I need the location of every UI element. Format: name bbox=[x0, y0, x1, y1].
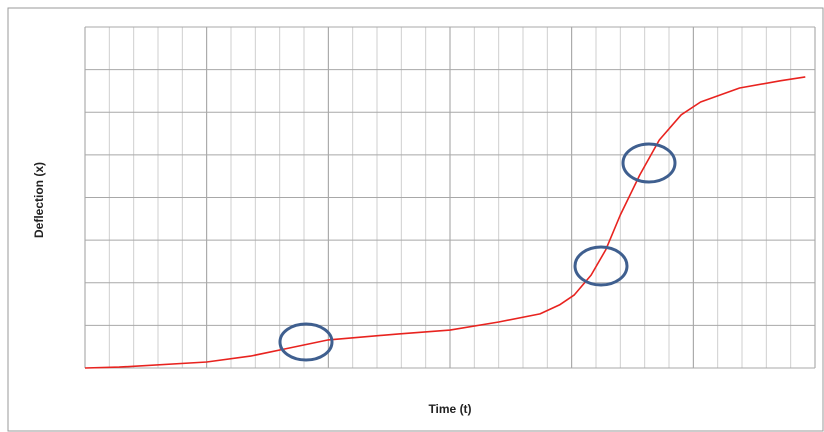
data-line bbox=[84, 76, 806, 369]
grid bbox=[84, 26, 816, 369]
highlight-ellipse bbox=[621, 142, 677, 184]
annotations bbox=[278, 142, 677, 362]
plot bbox=[84, 76, 806, 369]
highlight-ellipse bbox=[573, 245, 629, 287]
y-axis-label: Deflection (x) bbox=[32, 162, 46, 238]
chart-frame bbox=[7, 7, 824, 432]
x-axis-label: Time (t) bbox=[428, 402, 471, 416]
highlight-ellipse bbox=[278, 322, 334, 362]
